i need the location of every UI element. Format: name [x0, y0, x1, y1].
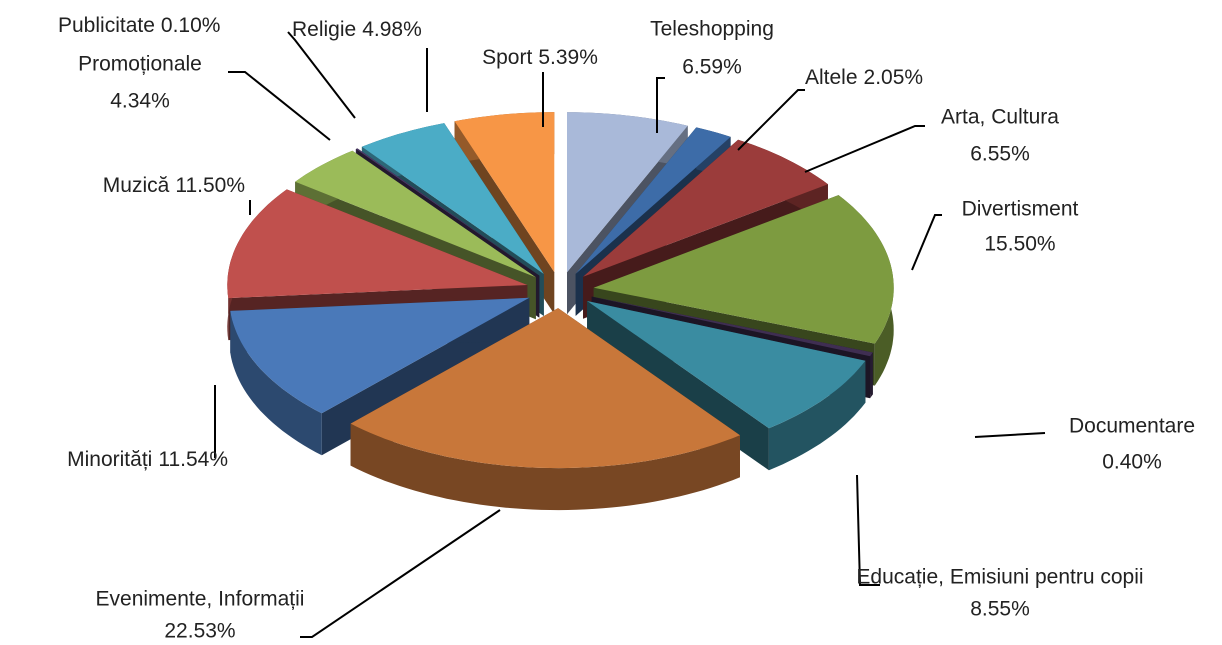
slice-value: 4.98% — [362, 18, 422, 41]
slice-label: Altele 2.05% — [805, 66, 923, 89]
slice-top — [583, 139, 828, 277]
slice-name: Minorități — [67, 448, 152, 471]
leader-line — [737, 89, 805, 151]
leader-line — [911, 214, 942, 271]
slice-side — [768, 360, 866, 471]
slice-top — [591, 296, 873, 357]
slice-top — [355, 148, 540, 276]
slice-name: Documentare — [1069, 415, 1195, 438]
slice-value: 11.54% — [158, 448, 228, 471]
slice-value: 0.40% — [1102, 451, 1162, 474]
slice-label: Publicitate 0.10% — [58, 14, 220, 37]
slice-top — [575, 127, 731, 274]
slice-value: 6.55% — [970, 143, 1030, 166]
slice-top — [593, 195, 894, 344]
slice-value: 22.53% — [164, 620, 235, 643]
slice-top — [361, 123, 544, 274]
slice-top — [587, 301, 866, 429]
leader-line — [804, 125, 925, 173]
leader-line — [228, 71, 331, 141]
slice — [587, 301, 866, 471]
leader-line — [856, 474, 880, 586]
slice-side — [350, 423, 740, 511]
slice-value: 5.39% — [538, 46, 598, 69]
slice-value: 11.50% — [175, 174, 245, 197]
slice-name: Evenimente, Informații — [96, 588, 305, 611]
slice-top — [454, 112, 555, 273]
slice-name: Divertisment — [962, 198, 1079, 221]
slice-name: Teleshopping — [650, 18, 774, 41]
slice-label: Sport 5.39% — [482, 46, 598, 69]
slice-name: Arta, Cultura — [941, 106, 1059, 129]
slice — [350, 308, 740, 511]
leader-line — [656, 77, 665, 133]
slice-name: Sport — [482, 46, 532, 69]
leader-line — [300, 509, 501, 638]
slice-label: Religie 4.98% — [292, 18, 422, 41]
slice-top — [567, 112, 688, 273]
slice — [227, 189, 528, 341]
slice-value: 15.50% — [984, 233, 1055, 256]
slice-name: Promoționale — [78, 53, 202, 76]
slice-name: Muzică — [103, 174, 170, 197]
slice-name: Religie — [292, 18, 356, 41]
slice-top — [295, 150, 536, 278]
slice-side — [230, 310, 322, 456]
slice-value: 6.59% — [682, 56, 742, 79]
slice-name: Publicitate — [58, 14, 155, 37]
slice-top — [350, 308, 740, 469]
slice-value: 2.05% — [864, 66, 924, 89]
slice-value: 0.10% — [161, 14, 221, 37]
slice-name: Altele — [805, 66, 858, 89]
slice-value: 8.55% — [970, 598, 1030, 621]
slice-name: Educație, Emisiuni pentru copii — [856, 566, 1143, 589]
slice-side — [870, 352, 873, 399]
leader-line — [287, 31, 356, 119]
slice-label: Muzică 11.50% — [103, 174, 245, 197]
slice-label: Minorități 11.54% — [67, 448, 228, 471]
slice-value: 4.34% — [110, 90, 170, 113]
slice-top — [230, 297, 530, 414]
slice-top — [227, 189, 528, 299]
leader-line — [974, 432, 1046, 438]
